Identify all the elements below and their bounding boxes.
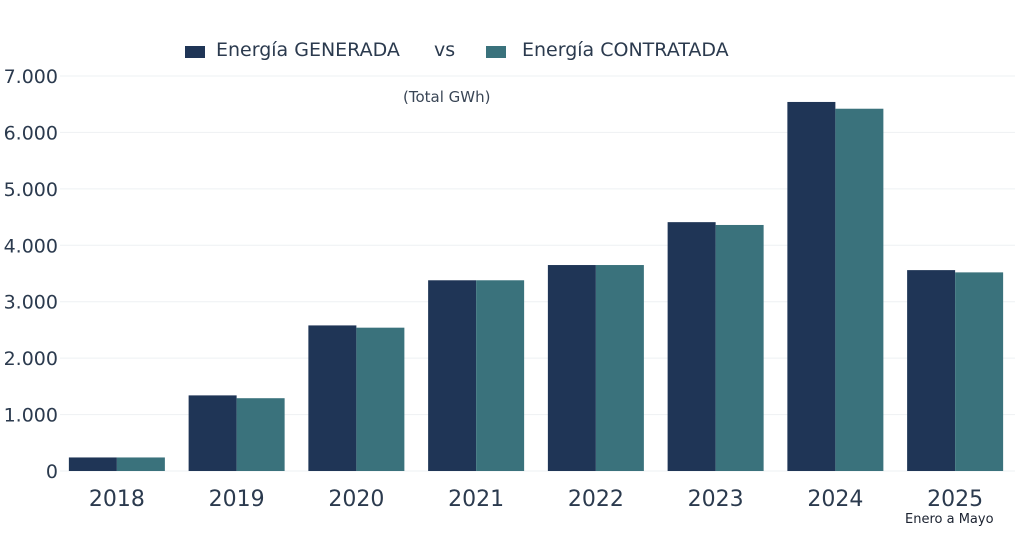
y-tick-label: 7.000 [4,66,58,88]
y-tick-label: 0 [46,461,58,483]
bar-2020-contratada [356,327,405,471]
x-tick-label: 2022 [568,487,624,512]
y-tick-label: 4.000 [4,235,58,257]
bars [68,101,1004,471]
bar-2023-contratada [715,224,764,471]
chart-subtitle: (Total GWh) [403,88,491,106]
x-tick-label: 2021 [448,487,504,512]
legend-label-generada: Energía GENERADA [216,39,400,61]
y-tick-label: 6.000 [4,122,58,144]
bar-2018-contratada [116,457,165,471]
legend-swatch-generada [185,46,205,58]
bar-2019-generada [188,395,237,471]
bar-2023-generada [667,222,716,471]
legend-connector: vs [434,39,456,61]
bar-2025-contratada [955,272,1004,471]
y-tick-label: 3.000 [4,292,58,314]
bar-2024-contratada [835,108,884,471]
bar-2018-generada [68,457,117,471]
y-tick-label: 2.000 [4,348,58,370]
bar-2021-contratada [476,280,525,471]
legend [0,36,1024,66]
x-tick-label: 2023 [688,487,744,512]
annotation-enero-a-mayo: Enero a Mayo [905,512,994,527]
x-tick-label: 2018 [89,487,145,512]
bar-2024-generada [787,101,836,471]
y-axis-ticks: 0 1.000 2.000 3.000 4.000 5.000 6.000 7.000 [4,66,58,483]
x-tick-label: 2020 [328,487,384,512]
x-tick-label: 2025 [927,487,983,512]
x-tick-label: 2024 [807,487,863,512]
legend-swatch-contratada [486,46,506,58]
x-tick-label: 2019 [209,487,265,512]
legend-label-contratada: Energía CONTRATADA [522,39,729,61]
bar-2020-generada [308,325,357,471]
bar-2025-generada [907,270,956,471]
bar-2019-contratada [236,398,285,471]
x-axis-ticks: 2018 2019 2020 2021 2022 2023 2024 2025 [89,487,983,512]
bar-2022-generada [547,265,596,471]
y-tick-label: 5.000 [4,179,58,201]
y-tick-label: 1.000 [4,405,58,427]
bar-2021-generada [428,280,477,471]
bar-2022-contratada [595,265,644,471]
